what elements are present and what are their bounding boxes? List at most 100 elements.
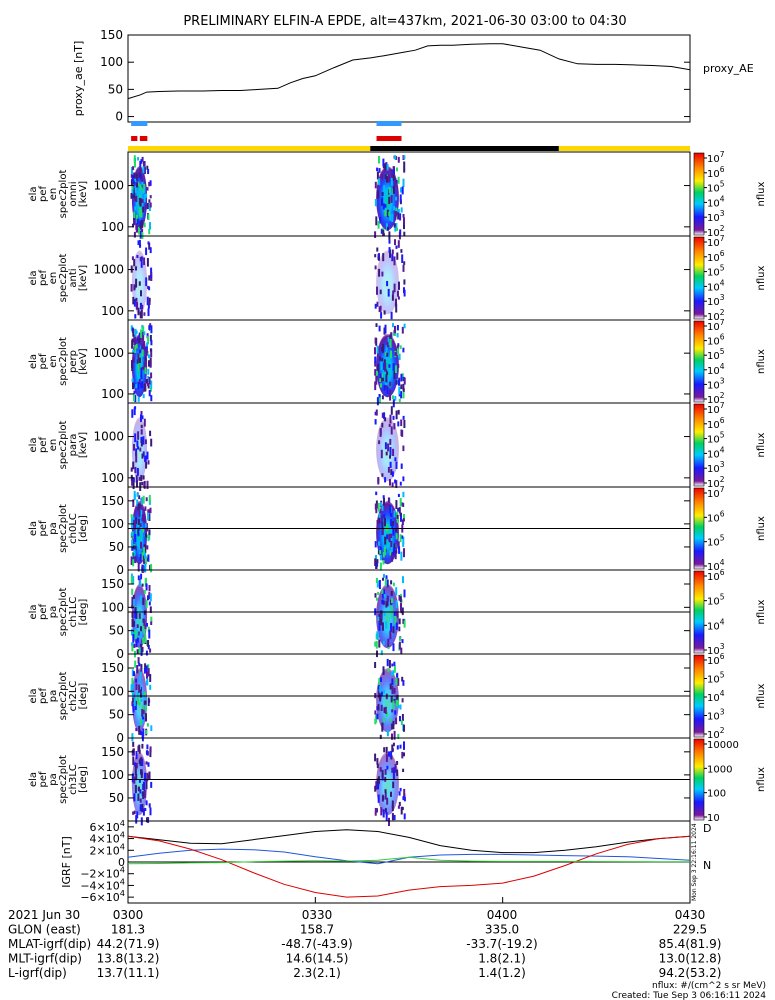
flux-pixel	[140, 383, 143, 389]
flux-pixel	[140, 414, 142, 422]
ytick-label: 100	[101, 517, 124, 531]
flux-pixel	[376, 286, 378, 295]
flux-pixel	[140, 159, 143, 164]
flux-pixel	[137, 542, 140, 547]
flux-pixel	[391, 213, 394, 222]
colorbar-tick-label: 1000	[707, 764, 732, 775]
flux-pixel	[401, 607, 404, 616]
flux-pixel	[390, 533, 393, 539]
footer-row-label: MLAT-igrf(dip)	[8, 937, 91, 951]
flux-pixel	[393, 510, 396, 518]
flux-pixel	[403, 514, 405, 519]
spectrogram-panel-6: 0 50 100 150 ela pef pa spec2plot ch1LC [deg] 103 1…	[28, 568, 767, 661]
flux-pixel	[377, 363, 380, 373]
flux-pixel	[142, 475, 145, 480]
flux-pixel	[374, 419, 377, 425]
flux-pixel	[139, 230, 142, 239]
flux-pixel	[137, 157, 140, 161]
colorbar-tick-label: 10000	[707, 740, 739, 751]
flux-pixel	[377, 220, 380, 229]
flux-pixel	[397, 296, 400, 300]
flux-pixel	[149, 180, 152, 186]
flux-pixel	[139, 669, 142, 676]
flux-pixel	[397, 212, 400, 220]
flux-pixel	[381, 599, 384, 605]
flux-pixel	[130, 576, 133, 585]
flux-pixel	[389, 447, 392, 456]
flux-pixel	[386, 209, 389, 218]
flux-pixel	[148, 803, 151, 808]
flux-pixel	[380, 807, 383, 816]
flux-pixel	[376, 778, 379, 787]
flux-pixel	[390, 718, 393, 722]
flux-pixel	[131, 517, 133, 527]
ae-series-line	[127, 43, 691, 100]
flux-pixel	[380, 449, 383, 459]
flux-pixel	[402, 391, 405, 399]
ylabel-line: [keV]	[78, 348, 89, 374]
flux-pixel	[389, 338, 392, 348]
flux-pixel	[132, 189, 135, 199]
colorbar-label-group: nflux	[756, 767, 767, 792]
flux-pixel	[398, 353, 401, 361]
flux-pixel	[391, 550, 394, 555]
flux-pixel	[392, 643, 395, 652]
flux-pixel	[138, 684, 141, 693]
colorbar-label-group: nflux	[756, 516, 767, 541]
flux-pixel	[382, 164, 385, 169]
flux-pixel	[143, 619, 146, 626]
flux-pixel	[150, 380, 153, 389]
flux-pixel	[139, 207, 142, 217]
daynight-segment-night	[370, 146, 559, 151]
flux-pixel	[381, 412, 384, 418]
flux-pixel	[378, 622, 381, 631]
flux-pixel	[383, 747, 386, 753]
flux-pixel	[390, 605, 393, 615]
igrf-ylabel-group: IGRF [nT]	[60, 836, 73, 888]
flux-pixel	[144, 807, 147, 811]
flux-pixel	[140, 352, 143, 359]
flux-pixel	[390, 178, 393, 186]
ytick-label: 100	[101, 471, 124, 485]
flux-pixel	[134, 784, 137, 794]
ylabel-line-group: spec2plot	[58, 170, 69, 219]
flux-pixel	[390, 695, 393, 703]
flux-pixel	[134, 534, 137, 542]
flux-pixel	[394, 155, 397, 160]
flux-pixel	[137, 446, 139, 450]
flux-pixel	[139, 798, 142, 803]
flux-pixel	[149, 360, 152, 368]
flux-pixel	[390, 613, 393, 618]
footer-row-value: 85.4(81.9)	[659, 937, 722, 951]
ylabel-line-group: pef	[38, 186, 49, 203]
flux-pixel	[142, 436, 145, 445]
flux-pixel	[379, 356, 381, 361]
ae-ytick-label: 100	[100, 55, 123, 69]
flux-pixel	[141, 366, 144, 370]
flux-pixel	[139, 447, 142, 452]
flux-pixel	[392, 670, 395, 676]
igrf-ytick-label: 4×104	[90, 830, 125, 846]
flux-pixel	[378, 517, 381, 524]
flux-pixel	[391, 471, 394, 477]
flux-pixel	[139, 256, 142, 262]
footer-row-value: 0330	[302, 908, 333, 922]
flux-pixel	[147, 385, 150, 389]
flux-pixel	[136, 182, 138, 188]
flux-pixel	[384, 442, 387, 450]
flux-pixel	[399, 744, 402, 749]
flux-pixel	[393, 814, 396, 821]
flux-pixel	[397, 696, 400, 705]
colorbar-tick-label: 106	[707, 652, 725, 667]
flux-pixel	[393, 661, 396, 666]
flux-pixel	[136, 480, 138, 488]
flux-pixel	[387, 337, 390, 346]
flux-pixel	[381, 422, 384, 428]
flux-pixel	[379, 373, 382, 378]
flux-pixel	[139, 349, 141, 354]
flux-pixel	[400, 512, 402, 522]
flux-pixel	[142, 206, 145, 213]
flux-pixel	[395, 533, 398, 540]
flux-pixel	[391, 744, 394, 753]
